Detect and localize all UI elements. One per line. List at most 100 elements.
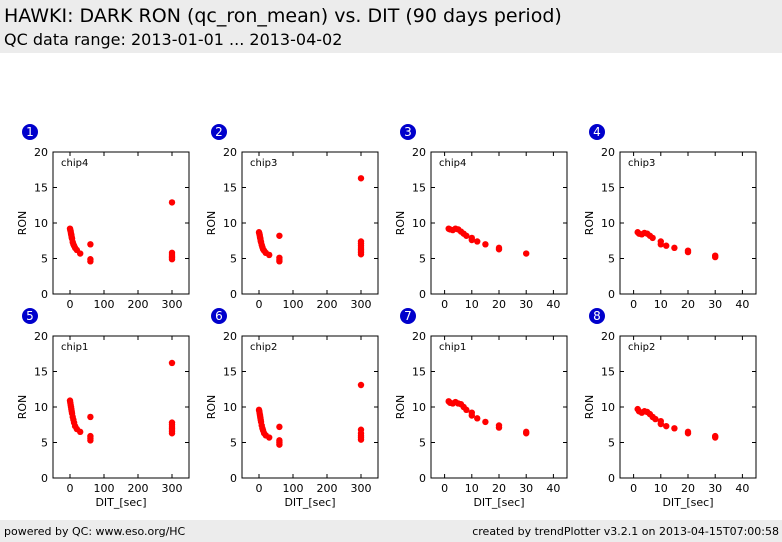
plot-frame bbox=[619, 151, 757, 295]
panel-number-badge bbox=[22, 308, 38, 324]
footer-credit-link[interactable]: powered by QC: www.eso.org/HC bbox=[4, 525, 186, 538]
x-axis-label: DIT_[sec] bbox=[473, 496, 524, 509]
x-tick-label: 100 bbox=[283, 482, 304, 495]
x-tick-label: 300 bbox=[162, 482, 183, 495]
x-tick-label: 200 bbox=[317, 482, 338, 495]
chip-label: chip2 bbox=[628, 342, 655, 353]
x-tick-label: 10 bbox=[465, 298, 479, 311]
y-tick-label: 5 bbox=[230, 437, 237, 450]
plot-frame bbox=[241, 151, 379, 295]
y-tick-label: 5 bbox=[608, 253, 615, 266]
x-tick-label: 40 bbox=[735, 482, 749, 495]
panel-number-badge bbox=[589, 308, 605, 324]
y-tick-label: 10 bbox=[34, 217, 48, 230]
y-tick-label: 10 bbox=[412, 401, 426, 414]
y-axis-label: RON bbox=[583, 395, 596, 420]
panel-number-label: 6 bbox=[215, 309, 223, 323]
y-tick-label: 0 bbox=[41, 472, 48, 485]
x-tick-label: 10 bbox=[654, 298, 668, 311]
x-tick-label: 20 bbox=[492, 482, 506, 495]
data-point bbox=[474, 415, 481, 422]
y-axis-label: RON bbox=[583, 211, 596, 236]
data-point bbox=[168, 430, 176, 437]
data-point bbox=[357, 381, 365, 389]
y-axis-label: RON bbox=[394, 211, 407, 236]
x-tick-label: 200 bbox=[128, 482, 149, 495]
data-point bbox=[495, 424, 503, 431]
data-point bbox=[276, 441, 283, 448]
y-axis-label: RON bbox=[205, 395, 218, 420]
y-tick-label: 15 bbox=[223, 182, 237, 195]
x-axis-label: DIT_[sec] bbox=[95, 496, 146, 509]
chip-label: chip3 bbox=[250, 158, 277, 169]
x-tick-label: 100 bbox=[94, 482, 115, 495]
plot-frame bbox=[430, 335, 568, 479]
scatter-panel-5: 5 0 100 200 300 0 5 10 15 20 RON DIT_[sec] chip1 bbox=[16, 308, 190, 509]
x-tick-label: 100 bbox=[94, 298, 115, 311]
footer-generator-info: created by trendPlotter v3.2.1 on 2013-0… bbox=[472, 525, 779, 538]
y-axis-label: RON bbox=[205, 211, 218, 236]
x-tick-label: 100 bbox=[283, 298, 304, 311]
data-point bbox=[663, 242, 670, 249]
data-point bbox=[168, 359, 176, 367]
data-point bbox=[276, 232, 283, 239]
y-tick-label: 5 bbox=[41, 437, 48, 450]
data-point bbox=[671, 425, 678, 432]
y-tick-label: 5 bbox=[608, 437, 615, 450]
y-tick-label: 20 bbox=[34, 330, 48, 343]
page-title: HAWKI: DARK RON (qc_ron_mean) vs. DIT (9… bbox=[4, 5, 562, 27]
x-tick-label: 0 bbox=[441, 482, 448, 495]
page-subtitle: QC data range: 2013-01-01 ... 2013-04-02 bbox=[4, 30, 343, 49]
chip-label: chip2 bbox=[250, 342, 277, 353]
x-tick-label: 0 bbox=[630, 298, 637, 311]
plot-frame bbox=[52, 151, 190, 295]
data-point bbox=[276, 258, 283, 265]
data-point bbox=[468, 412, 475, 419]
x-tick-label: 0 bbox=[441, 298, 448, 311]
x-tick-label: 300 bbox=[162, 298, 183, 311]
x-tick-label: 0 bbox=[256, 482, 263, 495]
panel-number-label: 2 bbox=[215, 125, 223, 139]
x-tick-label: 0 bbox=[67, 482, 74, 495]
data-point bbox=[712, 434, 719, 441]
data-point bbox=[474, 238, 481, 245]
y-tick-label: 5 bbox=[230, 253, 237, 266]
y-axis-label: RON bbox=[16, 395, 29, 420]
data-point bbox=[657, 241, 664, 248]
chip-label: chip1 bbox=[439, 342, 466, 353]
y-tick-label: 0 bbox=[608, 288, 615, 301]
panel-number-badge bbox=[211, 308, 227, 324]
data-point bbox=[87, 241, 94, 248]
chip-label: chip3 bbox=[628, 158, 655, 169]
x-tick-label: 300 bbox=[351, 482, 372, 495]
y-tick-label: 10 bbox=[34, 401, 48, 414]
y-tick-label: 10 bbox=[601, 401, 615, 414]
y-tick-label: 10 bbox=[601, 217, 615, 230]
data-point bbox=[482, 418, 489, 426]
x-tick-label: 30 bbox=[519, 482, 533, 495]
data-point bbox=[266, 251, 273, 259]
data-point bbox=[657, 420, 664, 428]
panel-number-label: 8 bbox=[593, 309, 601, 323]
data-point bbox=[523, 250, 530, 257]
x-tick-label: 30 bbox=[519, 298, 533, 311]
y-tick-label: 5 bbox=[41, 253, 48, 266]
data-point bbox=[463, 232, 470, 239]
data-point bbox=[357, 436, 365, 443]
data-point bbox=[168, 256, 176, 263]
y-axis-label: RON bbox=[394, 395, 407, 420]
plot-frame bbox=[619, 335, 757, 479]
panel-number-label: 1 bbox=[26, 125, 34, 139]
data-point bbox=[482, 241, 489, 248]
y-tick-label: 15 bbox=[601, 366, 615, 379]
panel-number-label: 7 bbox=[404, 309, 412, 323]
y-tick-label: 20 bbox=[34, 146, 48, 159]
data-point bbox=[463, 406, 470, 414]
panel-number-badge bbox=[22, 124, 38, 140]
y-tick-label: 5 bbox=[419, 437, 426, 450]
data-point bbox=[87, 437, 94, 444]
y-axis-label: RON bbox=[16, 211, 29, 236]
y-tick-label: 15 bbox=[223, 366, 237, 379]
